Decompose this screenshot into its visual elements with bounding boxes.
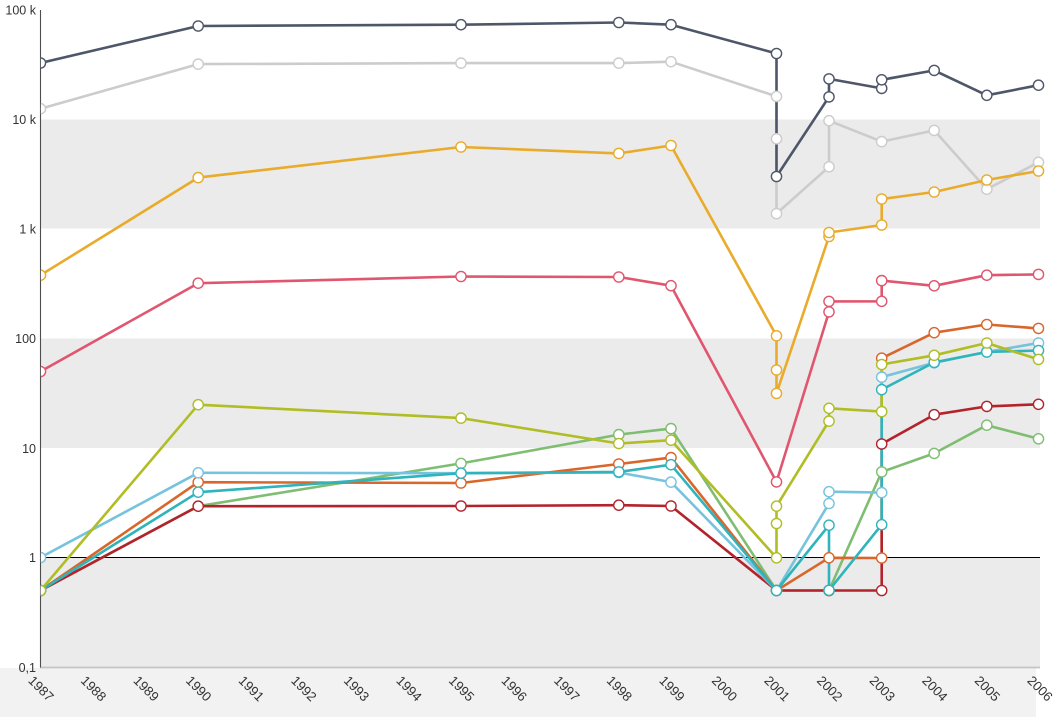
svg-text:1: 1 <box>29 551 36 565</box>
svg-text:10 k: 10 k <box>12 113 36 127</box>
svg-text:0,1: 0,1 <box>19 661 36 675</box>
svg-text:100 k: 100 k <box>5 3 36 17</box>
svg-text:10: 10 <box>22 442 36 456</box>
svg-text:100: 100 <box>15 332 36 346</box>
svg-text:1 k: 1 k <box>19 222 36 236</box>
